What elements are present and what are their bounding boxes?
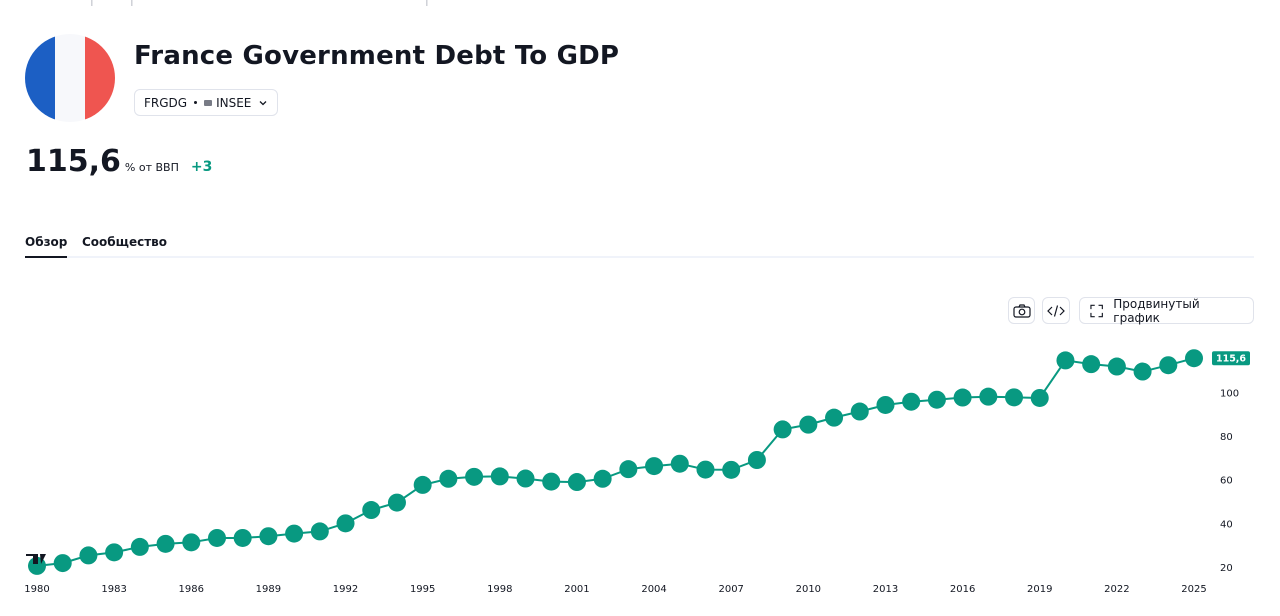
data-point-2008[interactable] <box>747 451 766 469</box>
data-point-2024[interactable] <box>1159 356 1178 375</box>
data-point-1999[interactable] <box>516 469 535 488</box>
data-point-1996[interactable] <box>439 469 458 488</box>
data-point-2017[interactable] <box>979 387 998 406</box>
last-value-label: 115,6 <box>1216 354 1246 365</box>
page-title: France Government Debt To GDP <box>134 41 620 71</box>
debt-chart[interactable]: 1980 1983 1986 1989 1992 1995 1998 2001 2004 2007… <box>0 330 1280 616</box>
data-point-1983[interactable] <box>105 543 124 562</box>
advanced-chart-label: Продвинутый график <box>1113 296 1200 325</box>
y-tick-label: 60 <box>1220 476 1233 487</box>
data-point-2015[interactable] <box>927 390 946 409</box>
value-unit: % от ВВП <box>124 161 179 174</box>
x-tick-label: 2019 <box>1027 584 1052 595</box>
separator-dot <box>194 101 198 104</box>
x-tick-label: 2001 <box>564 584 589 595</box>
symbol-source-selector[interactable]: FRGDG INSEE <box>134 89 279 116</box>
data-point-2016[interactable] <box>953 388 972 407</box>
data-point-1984[interactable] <box>130 537 149 556</box>
data-point-2000[interactable] <box>542 472 561 491</box>
data-point-1990[interactable] <box>285 524 304 543</box>
x-tick-label: 2025 <box>1181 584 1206 595</box>
data-point-1986[interactable] <box>182 533 201 552</box>
advanced-chart-button[interactable]: Продвинутый график <box>1079 296 1254 325</box>
fullscreen-icon <box>1090 304 1103 317</box>
x-tick-label: 2022 <box>1104 584 1129 595</box>
data-point-2003[interactable] <box>619 460 638 479</box>
x-tick-label: 2007 <box>718 584 743 595</box>
data-point-2018[interactable] <box>1005 388 1024 407</box>
data-point-2011[interactable] <box>825 408 844 427</box>
value-number: 115,6 <box>26 144 121 179</box>
data-point-1981[interactable] <box>53 554 72 573</box>
x-tick-label: 1980 <box>24 584 49 595</box>
data-point-2005[interactable] <box>670 454 689 473</box>
data-point-1987[interactable] <box>207 528 226 547</box>
camera-icon <box>1012 303 1031 318</box>
x-tick-label: 2016 <box>950 584 975 595</box>
tab-community[interactable]: Сообщество <box>82 235 167 249</box>
data-point-1985[interactable] <box>156 534 175 553</box>
france-flag-icon <box>25 34 115 122</box>
data-point-1989[interactable] <box>259 527 278 546</box>
cropped-breadcrumb: ||| <box>0 0 1280 6</box>
y-tick-label: 20 <box>1220 563 1233 574</box>
x-tick-label: 1983 <box>101 584 126 595</box>
data-point-2023[interactable] <box>1133 362 1152 381</box>
value-change: +3 <box>190 159 213 175</box>
data-point-1982[interactable] <box>79 546 98 565</box>
x-tick-label: 1998 <box>487 584 512 595</box>
code-icon <box>1047 304 1065 317</box>
data-point-1995[interactable] <box>413 475 432 494</box>
data-point-2012[interactable] <box>850 402 869 421</box>
x-tick-label: 1992 <box>333 584 358 595</box>
source-icon <box>204 99 213 106</box>
data-point-1988[interactable] <box>233 528 252 547</box>
x-tick-label: 2010 <box>796 584 821 595</box>
screenshot-button[interactable] <box>1008 297 1035 324</box>
data-point-2013[interactable] <box>876 395 895 414</box>
data-point-1992[interactable] <box>336 514 355 533</box>
data-point-2002[interactable] <box>593 469 612 488</box>
source-label: INSEE <box>216 95 252 110</box>
data-point-1998[interactable] <box>490 467 509 486</box>
x-tick-label: 1986 <box>179 584 204 595</box>
data-point-1994[interactable] <box>387 493 406 512</box>
x-tick-label: 1989 <box>256 584 281 595</box>
embed-button[interactable] <box>1042 297 1070 324</box>
tab-bar: Обзор Сообщество <box>25 233 1254 258</box>
data-point-1997[interactable] <box>465 467 484 486</box>
tab-overview[interactable]: Обзор <box>25 235 68 258</box>
x-tick-label: 1995 <box>410 584 435 595</box>
data-point-2020[interactable] <box>1056 351 1075 370</box>
data-point-2014[interactable] <box>902 392 921 411</box>
data-point-2022[interactable] <box>1107 357 1126 376</box>
data-point-2019[interactable] <box>1030 388 1049 407</box>
symbol-label: FRGDG <box>144 95 188 110</box>
data-point-2001[interactable] <box>567 473 586 492</box>
y-tick-label: 100 <box>1220 388 1239 399</box>
data-point-2004[interactable] <box>645 457 664 476</box>
current-value: 115,6 % от ВВП +3 <box>26 144 212 179</box>
tradingview-logo <box>26 554 46 564</box>
data-point-2007[interactable] <box>722 460 741 479</box>
x-tick-label: 2004 <box>641 584 666 595</box>
y-tick-label: 80 <box>1220 432 1233 443</box>
data-point-2021[interactable] <box>1082 355 1101 374</box>
last-value-badge: 115,6 <box>1212 351 1250 366</box>
chevron-down-icon <box>259 100 267 105</box>
data-point-2025[interactable] <box>1185 349 1203 368</box>
data-point-1993[interactable] <box>362 501 381 520</box>
data-point-2006[interactable] <box>696 460 715 479</box>
series-line <box>36 357 1195 567</box>
data-point-2009[interactable] <box>773 420 792 439</box>
data-point-2010[interactable] <box>799 415 818 434</box>
y-tick-label: 40 <box>1220 519 1233 530</box>
data-point-1991[interactable] <box>310 522 329 541</box>
x-tick-label: 2013 <box>873 584 898 595</box>
